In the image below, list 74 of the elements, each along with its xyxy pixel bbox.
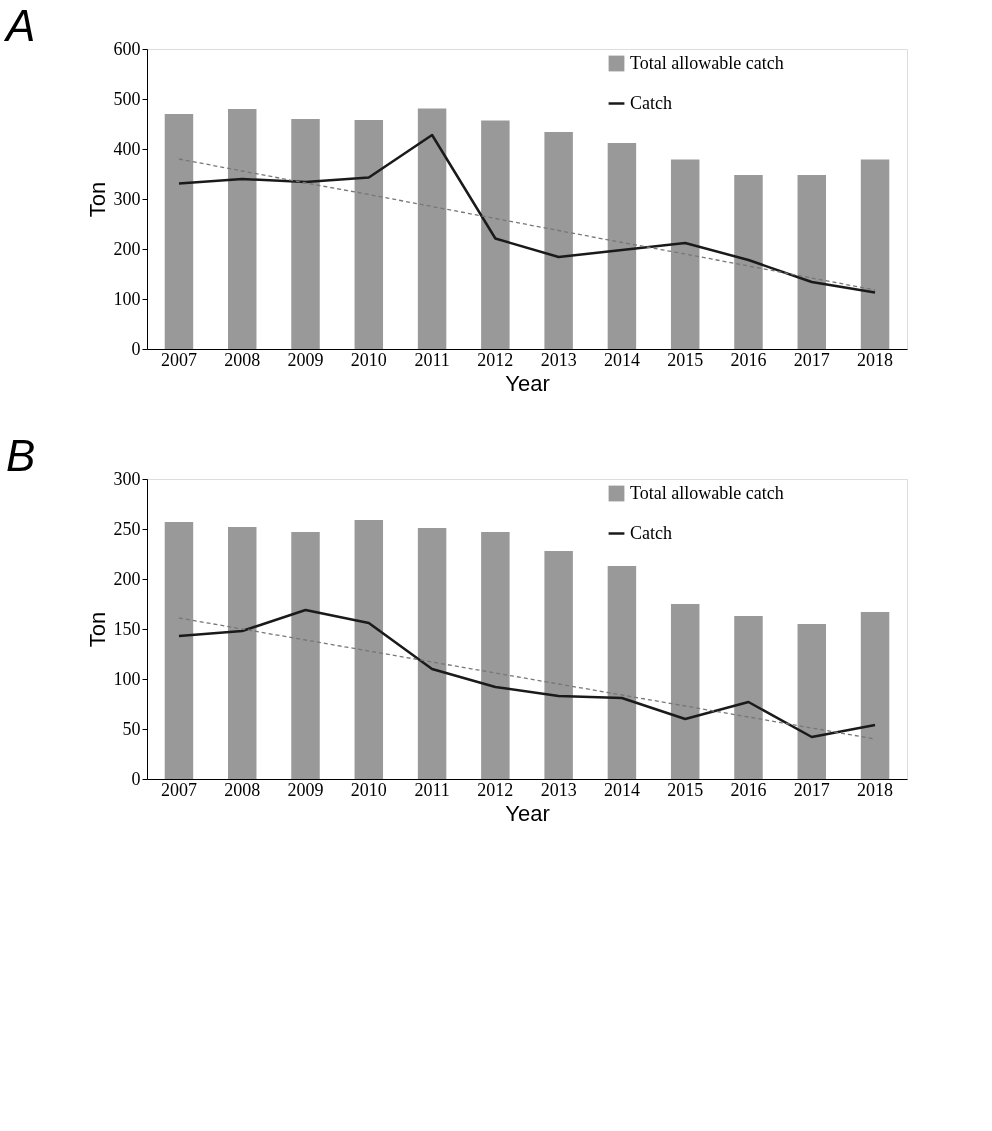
bar <box>354 120 384 349</box>
x-tick-label: 2012 <box>477 779 514 800</box>
y-tick-label: 300 <box>113 468 141 489</box>
x-tick-label: 2015 <box>667 349 704 370</box>
chart-title: A <box>3 1 36 50</box>
y-tick-label: 200 <box>113 238 141 259</box>
legend-label: Total allowable catch <box>630 52 784 73</box>
line-series <box>177 133 877 294</box>
bar <box>228 527 257 779</box>
bar <box>797 175 826 349</box>
bar <box>670 604 700 779</box>
y-tick-label: 500 <box>113 88 141 109</box>
x-tick-label: 2018 <box>857 779 894 800</box>
bar <box>544 132 573 349</box>
x-tick-label: 2018 <box>857 349 894 370</box>
x-tick-label: 2011 <box>414 349 450 370</box>
y-axis-title: Ton <box>84 181 110 218</box>
line-series <box>178 158 876 291</box>
legend-label: Catch <box>630 522 672 543</box>
bar <box>607 566 637 779</box>
x-axis-title: Year <box>505 370 550 396</box>
bar <box>291 532 320 779</box>
x-tick-label: 2015 <box>667 779 704 800</box>
bar <box>797 624 826 779</box>
bar <box>354 520 384 779</box>
y-tick-label: 150 <box>113 618 141 639</box>
x-tick-label: 2013 <box>540 779 577 800</box>
x-tick-label: 2007 <box>160 779 197 800</box>
bar <box>734 175 763 349</box>
y-tick-label: 200 <box>113 568 141 589</box>
x-tick-label: 2010 <box>350 349 387 370</box>
x-tick-label: 2008 <box>224 349 261 370</box>
bar <box>544 551 573 779</box>
y-tick-label: 100 <box>113 668 141 689</box>
bar <box>860 612 890 779</box>
x-tick-label: 2008 <box>224 779 261 800</box>
y-tick-label: 300 <box>113 188 141 209</box>
x-tick-label: 2014 <box>603 779 640 800</box>
bar <box>607 143 637 349</box>
bar <box>860 159 890 349</box>
bar <box>228 109 257 349</box>
bar <box>417 528 447 779</box>
y-tick-label: 600 <box>113 38 141 59</box>
x-tick-label: 2013 <box>540 349 577 370</box>
x-tick-label: 2017 <box>793 349 830 370</box>
legend-label: Total allowable catch <box>630 482 784 503</box>
x-tick-label: 2009 <box>287 349 324 370</box>
x-tick-label: 2009 <box>287 779 324 800</box>
y-axis-title: Ton <box>84 611 110 648</box>
legend-label: Catch <box>630 92 672 113</box>
bar <box>481 532 510 779</box>
x-tick-label: 2016 <box>730 779 767 800</box>
y-tick-label: 50 <box>122 718 141 739</box>
bar <box>164 522 194 779</box>
y-tick-label: 100 <box>113 288 141 309</box>
x-axis-title: Year <box>505 800 550 826</box>
chart-title: B <box>6 431 36 480</box>
x-tick-label: 2016 <box>730 349 767 370</box>
bar <box>164 114 194 349</box>
x-tick-label: 2011 <box>414 779 450 800</box>
x-tick-label: 2010 <box>350 779 387 800</box>
x-tick-label: 2014 <box>603 349 640 370</box>
y-tick-label: 400 <box>113 138 141 159</box>
x-tick-label: 2012 <box>477 349 514 370</box>
bar <box>734 616 763 779</box>
bar <box>291 119 320 349</box>
y-tick-label: 0 <box>131 338 141 359</box>
y-tick-label: 0 <box>131 768 141 789</box>
bar <box>670 159 700 349</box>
bar <box>417 108 447 349</box>
y-tick-label: 250 <box>113 518 141 539</box>
bar <box>481 120 510 349</box>
x-tick-label: 2007 <box>160 349 197 370</box>
x-tick-label: 2017 <box>793 779 830 800</box>
